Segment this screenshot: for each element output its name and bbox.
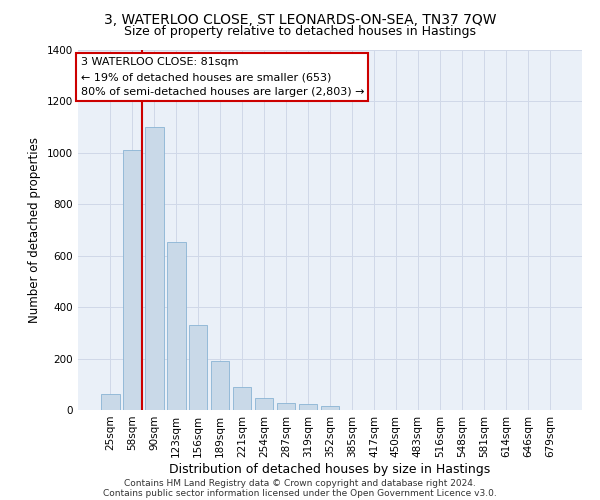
Bar <box>101 394 119 410</box>
Text: Contains HM Land Registry data © Crown copyright and database right 2024.: Contains HM Land Registry data © Crown c… <box>124 478 476 488</box>
Text: 3, WATERLOO CLOSE, ST LEONARDS-ON-SEA, TN37 7QW: 3, WATERLOO CLOSE, ST LEONARDS-ON-SEA, T… <box>104 12 496 26</box>
Bar <box>145 127 164 410</box>
Bar <box>255 398 274 410</box>
Bar <box>320 406 340 410</box>
Bar <box>189 325 208 410</box>
Bar <box>277 403 295 410</box>
Bar <box>299 404 317 410</box>
Bar <box>233 387 251 410</box>
Bar <box>211 361 229 410</box>
Text: Contains public sector information licensed under the Open Government Licence v3: Contains public sector information licen… <box>103 488 497 498</box>
Bar <box>167 242 185 410</box>
Text: Size of property relative to detached houses in Hastings: Size of property relative to detached ho… <box>124 25 476 38</box>
Y-axis label: Number of detached properties: Number of detached properties <box>28 137 41 323</box>
Bar <box>123 150 142 410</box>
Text: 3 WATERLOO CLOSE: 81sqm
← 19% of detached houses are smaller (653)
80% of semi-d: 3 WATERLOO CLOSE: 81sqm ← 19% of detache… <box>80 57 364 97</box>
X-axis label: Distribution of detached houses by size in Hastings: Distribution of detached houses by size … <box>169 462 491 475</box>
